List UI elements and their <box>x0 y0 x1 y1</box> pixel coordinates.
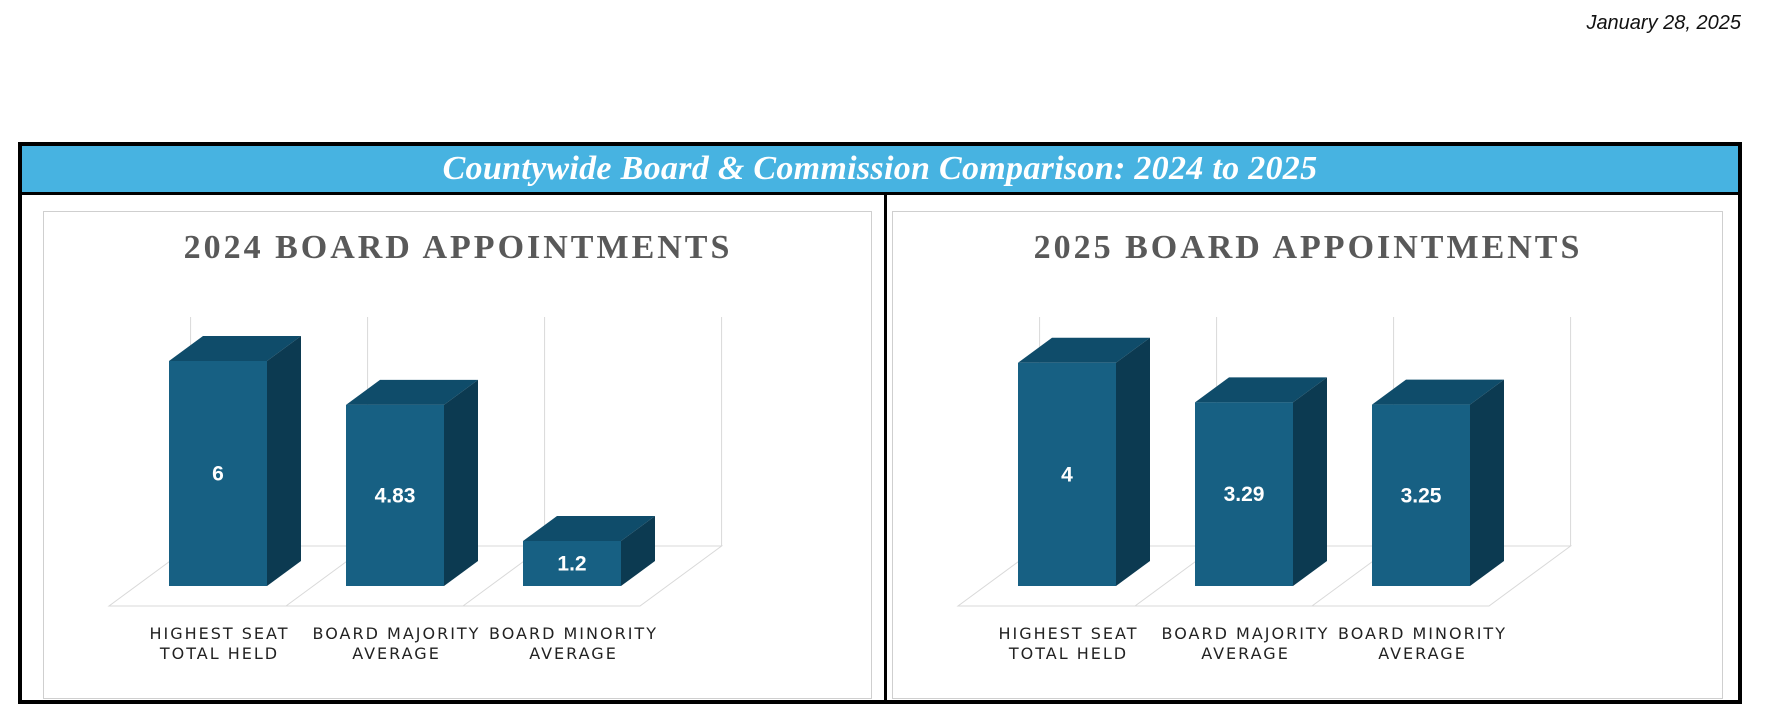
chart-title: 2024 BOARD APPOINTMENTS <box>184 229 733 266</box>
category-label: TOTAL HELD <box>1008 644 1128 663</box>
bar <box>1372 379 1504 586</box>
chart-title: 2025 BOARD APPOINTMENTS <box>1034 229 1583 266</box>
bar-top <box>169 336 301 361</box>
bar-front <box>1195 402 1293 586</box>
bar-side <box>1293 377 1327 586</box>
bar-top <box>1018 337 1150 363</box>
data-label: 4.83 <box>375 484 416 507</box>
bar-front <box>346 404 444 586</box>
banner: Countywide Board & Commission Comparison… <box>22 146 1738 195</box>
data-label: 3.25 <box>1401 484 1442 507</box>
data-label: 1.2 <box>557 553 586 576</box>
chart-panel-2025: 2025 BOARD APPOINTMENTS 4 HIGHEST SEAT TOT… <box>892 211 1723 699</box>
chart-2025: 2025 BOARD APPOINTMENTS 4 HIGHEST SEATTOT… <box>956 229 1583 663</box>
bar <box>1018 337 1150 586</box>
category-label: BOARD MINORITY <box>489 624 658 643</box>
panel-divider <box>884 192 887 700</box>
bar-side <box>1470 379 1504 586</box>
data-label: 6 <box>212 463 224 486</box>
banner-title: Countywide Board & Commission Comparison… <box>442 150 1318 187</box>
comparison-frame: Countywide Board & Commission Comparison… <box>18 142 1742 704</box>
bar-side <box>444 379 478 586</box>
category-label: AVERAGE <box>529 644 618 663</box>
bar <box>1195 377 1327 586</box>
bar-front <box>523 541 621 586</box>
bar <box>523 516 655 586</box>
category-label: HIGHEST SEAT <box>998 624 1138 643</box>
category-label: TOTAL HELD <box>159 644 279 663</box>
bar-side <box>621 516 655 586</box>
chart-panel-2024: 2024 BOARD APPOINTMENTS 6 HIGHEST SEAT TOT… <box>43 211 872 699</box>
category-label: BOARD MINORITY <box>1338 624 1507 643</box>
category-label: AVERAGE <box>352 644 441 663</box>
bar-top <box>346 379 478 405</box>
bar-front <box>169 361 267 586</box>
bar <box>346 379 478 586</box>
bar <box>169 336 301 586</box>
bar-side <box>1116 337 1150 586</box>
category-label: BOARD MAJORITY <box>313 624 481 643</box>
bar-front <box>1018 362 1116 586</box>
bar-top <box>1195 377 1327 403</box>
bar-top <box>523 516 655 541</box>
bar-top <box>1372 379 1504 405</box>
category-label: AVERAGE <box>1201 644 1290 663</box>
category-label: AVERAGE <box>1378 644 1467 663</box>
data-label: 4 <box>1061 463 1073 486</box>
category-label: HIGHEST SEAT <box>149 624 289 643</box>
data-label: 3.29 <box>1224 483 1265 506</box>
bar-side <box>267 336 301 586</box>
category-label: BOARD MAJORITY <box>1162 624 1330 643</box>
chart-2024: 2024 BOARD APPOINTMENTS 6 HIGHEST SEATTOT… <box>107 229 733 663</box>
bar-front <box>1372 404 1470 586</box>
report-date: January 28, 2025 <box>1586 12 1741 34</box>
